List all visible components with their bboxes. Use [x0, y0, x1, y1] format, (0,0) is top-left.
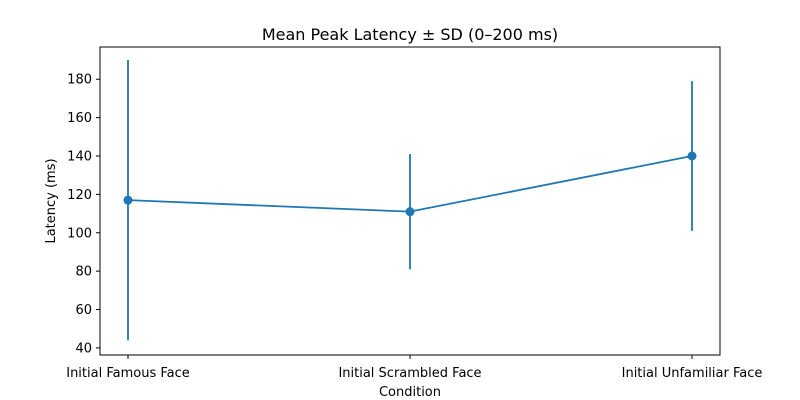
- plot-area: [123, 60, 697, 341]
- x-tick-label: Initial Scrambled Face: [338, 366, 481, 381]
- y-tick-label: 80: [75, 265, 92, 280]
- x-tick-label: Initial Unfamiliar Face: [622, 366, 763, 381]
- data-point: [687, 151, 697, 161]
- y-tick-label: 140: [67, 149, 92, 164]
- chart-title: Mean Peak Latency ± SD (0–200 ms): [262, 25, 558, 44]
- y-axis-label: Latency (ms): [44, 158, 59, 243]
- y-tick-label: 120: [67, 188, 92, 203]
- data-point: [405, 207, 415, 217]
- data-point: [123, 195, 133, 205]
- y-tick-label: 180: [67, 73, 92, 88]
- y-tick-label: 160: [67, 111, 92, 126]
- y-tick-label: 60: [75, 303, 92, 318]
- y-axis: 40 60 80 100 120 140 160 180: [67, 73, 100, 356]
- x-axis: Initial Famous Face Initial Scrambled Fac…: [66, 355, 762, 381]
- y-tick-label: 40: [75, 341, 92, 356]
- y-tick-label: 100: [67, 226, 92, 241]
- plot-frame: [99, 46, 721, 356]
- x-tick-label: Initial Famous Face: [66, 366, 190, 381]
- x-axis-label: Condition: [379, 385, 441, 400]
